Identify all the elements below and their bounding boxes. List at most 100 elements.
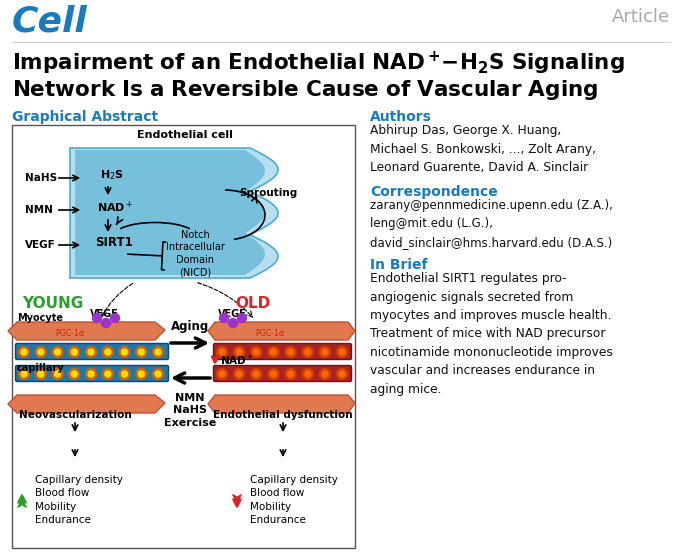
Circle shape <box>302 347 313 357</box>
Circle shape <box>271 371 276 377</box>
Polygon shape <box>75 150 265 275</box>
Circle shape <box>234 368 245 379</box>
Text: capillary: capillary <box>17 363 65 373</box>
Circle shape <box>69 368 80 379</box>
Text: NaHS: NaHS <box>25 173 57 183</box>
FancyBboxPatch shape <box>16 343 168 359</box>
Text: Authors: Authors <box>370 110 432 124</box>
FancyBboxPatch shape <box>16 366 168 382</box>
Circle shape <box>121 371 128 377</box>
Polygon shape <box>208 322 355 340</box>
Text: $\mathbf{Impairment\ of\ an\ Endothelial\ NAD^+\!\!-\!H_2S\ Signaling}$: $\mathbf{Impairment\ of\ an\ Endothelial… <box>12 50 625 77</box>
Circle shape <box>18 368 29 379</box>
Circle shape <box>236 349 242 355</box>
Circle shape <box>121 349 128 355</box>
Circle shape <box>271 349 276 355</box>
Circle shape <box>253 349 259 355</box>
Circle shape <box>319 368 330 379</box>
Circle shape <box>85 347 96 357</box>
Circle shape <box>155 371 161 377</box>
Text: $\mathbf{Network\ Is\ a\ Reversible\ Cause\ of\ Vascular\ Aging}$: $\mathbf{Network\ Is\ a\ Reversible\ Cau… <box>12 78 598 102</box>
Circle shape <box>119 347 130 357</box>
Circle shape <box>35 368 46 379</box>
Circle shape <box>339 349 345 355</box>
Circle shape <box>220 314 228 322</box>
Circle shape <box>216 368 228 379</box>
Polygon shape <box>70 148 278 278</box>
Circle shape <box>253 371 259 377</box>
Text: Sprouting: Sprouting <box>239 188 297 198</box>
Circle shape <box>285 368 296 379</box>
Circle shape <box>93 314 102 322</box>
Text: OLD: OLD <box>235 296 270 311</box>
Circle shape <box>110 314 119 322</box>
Circle shape <box>302 368 313 379</box>
Text: zarany@pennmedicine.upenn.edu (Z.A.),
leng@mit.edu (L.G.),
david_sinclair@hms.ha: zarany@pennmedicine.upenn.edu (Z.A.), le… <box>370 199 613 249</box>
Circle shape <box>52 347 63 357</box>
Circle shape <box>216 347 228 357</box>
Circle shape <box>105 349 110 355</box>
Text: VEGF: VEGF <box>218 309 247 319</box>
Polygon shape <box>8 322 165 340</box>
Circle shape <box>319 347 330 357</box>
Circle shape <box>102 368 113 379</box>
Circle shape <box>336 368 348 379</box>
Text: NAD$^+$: NAD$^+$ <box>97 199 134 215</box>
Circle shape <box>322 349 328 355</box>
FancyBboxPatch shape <box>213 343 351 359</box>
Text: Notch
Intracellular
Domain
(NICD): Notch Intracellular Domain (NICD) <box>166 230 224 277</box>
Circle shape <box>88 349 94 355</box>
Text: Correspondence: Correspondence <box>370 185 498 199</box>
FancyBboxPatch shape <box>213 366 351 382</box>
Circle shape <box>336 347 348 357</box>
Circle shape <box>339 371 345 377</box>
Text: H$_2$S: H$_2$S <box>100 168 124 182</box>
Circle shape <box>305 349 311 355</box>
Circle shape <box>153 347 164 357</box>
Circle shape <box>38 371 44 377</box>
Text: Article: Article <box>612 8 670 26</box>
Circle shape <box>268 347 279 357</box>
Text: NMN
NaHS
Exercise: NMN NaHS Exercise <box>164 393 216 428</box>
Circle shape <box>138 371 145 377</box>
Text: Neovascularization: Neovascularization <box>18 410 132 420</box>
Circle shape <box>102 319 110 327</box>
Circle shape <box>285 347 296 357</box>
Circle shape <box>288 371 293 377</box>
Circle shape <box>251 347 262 357</box>
Circle shape <box>69 347 80 357</box>
Circle shape <box>322 371 328 377</box>
Circle shape <box>136 368 147 379</box>
Circle shape <box>237 314 246 322</box>
Polygon shape <box>8 395 165 413</box>
Polygon shape <box>208 395 355 413</box>
Circle shape <box>71 371 77 377</box>
Text: Capillary density
Blood flow
Mobility
Endurance: Capillary density Blood flow Mobility En… <box>35 475 123 525</box>
Circle shape <box>219 371 225 377</box>
Text: VEGF: VEGF <box>90 309 119 319</box>
Text: NMN: NMN <box>25 205 53 215</box>
Circle shape <box>21 371 27 377</box>
Bar <box>12 125 355 548</box>
Text: In Brief: In Brief <box>370 258 428 272</box>
Text: SIRT1: SIRT1 <box>95 237 133 249</box>
Circle shape <box>38 349 44 355</box>
Circle shape <box>119 368 130 379</box>
Circle shape <box>305 371 311 377</box>
Circle shape <box>228 319 237 327</box>
Text: Aging: Aging <box>171 320 209 333</box>
Circle shape <box>18 347 29 357</box>
Text: YOUNG: YOUNG <box>22 296 83 311</box>
Circle shape <box>102 347 113 357</box>
Text: Endothelial dysfunction: Endothelial dysfunction <box>213 410 353 420</box>
Circle shape <box>52 368 63 379</box>
Circle shape <box>236 371 242 377</box>
Text: Endothelial SIRT1 regulates pro-
angiogenic signals secreted from
myocytes and i: Endothelial SIRT1 regulates pro- angioge… <box>370 272 613 396</box>
Circle shape <box>234 347 245 357</box>
Text: Capillary density
Blood flow
Mobility
Endurance: Capillary density Blood flow Mobility En… <box>250 475 338 525</box>
Circle shape <box>219 349 225 355</box>
Text: Myocyte: Myocyte <box>17 313 63 323</box>
Circle shape <box>136 347 147 357</box>
Circle shape <box>153 368 164 379</box>
Circle shape <box>88 371 94 377</box>
